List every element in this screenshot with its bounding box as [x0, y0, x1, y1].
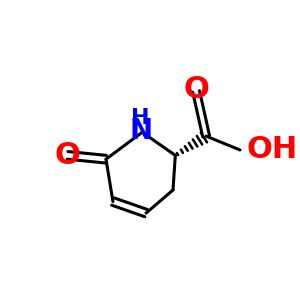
Text: O: O: [55, 141, 80, 170]
Text: OH: OH: [246, 136, 297, 164]
Text: H: H: [131, 108, 150, 128]
Text: N: N: [129, 117, 152, 145]
Text: O: O: [183, 75, 209, 104]
